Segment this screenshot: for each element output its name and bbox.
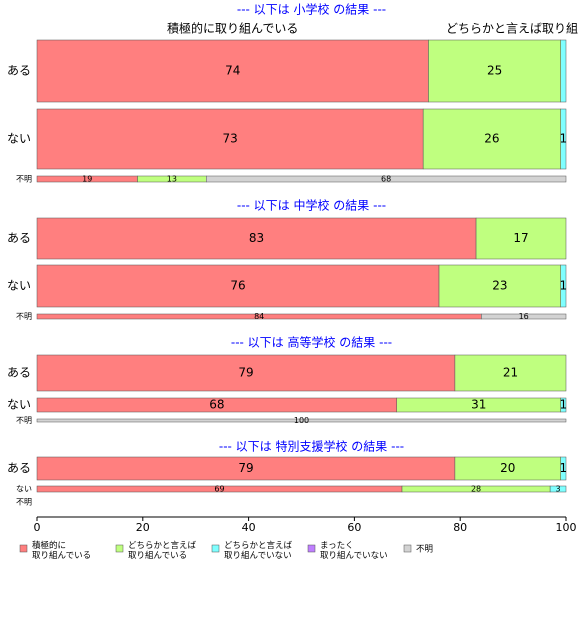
value-label: 1	[560, 279, 568, 293]
row-label: ない	[7, 398, 31, 412]
value-label: 76	[230, 279, 245, 293]
value-label: 16	[519, 312, 529, 321]
value-label: 74	[225, 64, 240, 78]
header-label: どちらかと言えば取り組	[446, 22, 578, 36]
value-label: 25	[487, 64, 502, 78]
value-label: 3	[556, 485, 561, 494]
bar-segment	[454, 354, 567, 392]
header-label: 積極的に取り組んでいる	[167, 21, 298, 36]
value-label: 79	[238, 461, 253, 475]
x-tick-label: 60	[347, 521, 361, 534]
panel-title: --- 以下は 高等学校 の結果 ---	[231, 335, 392, 350]
row-label: 不明	[16, 498, 32, 507]
value-label: 100	[294, 416, 309, 425]
value-label: 79	[238, 366, 253, 380]
x-tick-label: 100	[556, 521, 577, 534]
panel-title: --- 以下は 特別支援学校 の結果 ---	[219, 439, 404, 454]
bar-segment	[36, 354, 456, 392]
row-label: 不明	[16, 416, 32, 425]
bar-segment	[475, 217, 567, 260]
legend-swatch	[19, 544, 28, 553]
x-tick-label: 80	[453, 521, 467, 534]
value-label: 19	[82, 175, 92, 184]
x-tick-label: 40	[242, 521, 256, 534]
value-label: 84	[254, 312, 264, 321]
value-label: 68	[381, 175, 391, 184]
value-label: 1	[560, 132, 568, 146]
value-label: 73	[222, 132, 237, 146]
legend-label: どちらかと言えば取り組んでいる	[128, 540, 197, 561]
panel-title: --- 以下は 中学校 の結果 ---	[237, 198, 386, 213]
row-label: 不明	[16, 175, 32, 184]
value-label: 1	[560, 461, 568, 475]
legend-label: 積極的に取り組んでいる	[32, 540, 91, 561]
legend-label: まったく取り組んでいない	[320, 541, 388, 561]
panel-title: --- 以下は 小学校 の結果 ---	[237, 2, 386, 17]
bar-segment	[560, 108, 567, 170]
row-label: 不明	[16, 312, 32, 321]
bar-segment	[206, 175, 567, 183]
bar-segment	[560, 397, 567, 413]
value-label: 20	[500, 461, 515, 475]
row-label: ある	[7, 64, 31, 78]
bar-segment	[481, 313, 567, 320]
value-label: 17	[513, 231, 528, 245]
value-label: 28	[471, 485, 481, 494]
row-label: ない	[7, 132, 31, 146]
bar-segment	[438, 264, 561, 308]
bar-segment	[560, 39, 567, 103]
legend-label: どちらかと言えば取り組んでいない	[224, 540, 293, 561]
value-label: 31	[471, 398, 486, 412]
legend-swatch	[403, 544, 412, 553]
legend-label: 不明	[416, 545, 433, 555]
value-label: 69	[214, 485, 224, 494]
legend-swatch	[307, 544, 316, 553]
value-label: 13	[167, 175, 177, 184]
bar-segment	[560, 264, 567, 308]
legend-swatch	[211, 544, 220, 553]
value-label: 23	[492, 279, 507, 293]
bar-segment	[36, 418, 567, 423]
row-label: ある	[7, 366, 31, 380]
row-label: ない	[7, 279, 31, 293]
bar-segment	[36, 264, 440, 308]
row-label: ある	[7, 231, 31, 245]
legend-swatch	[115, 544, 124, 553]
bar-segment	[549, 485, 567, 493]
bar-segment	[428, 39, 561, 103]
value-label: 21	[503, 366, 518, 380]
row-label: ない	[16, 485, 32, 494]
x-tick-label: 0	[34, 521, 41, 534]
bar-segment	[36, 39, 429, 103]
x-tick-label: 20	[136, 521, 150, 534]
value-label: 26	[484, 132, 499, 146]
value-label: 83	[249, 231, 264, 245]
bar-segment	[422, 108, 561, 170]
value-label: 68	[209, 398, 224, 412]
bar-segment	[36, 217, 477, 260]
value-label: 1	[560, 398, 568, 412]
bar-segment	[560, 456, 567, 481]
row-label: ある	[7, 461, 31, 475]
bar-segment	[36, 108, 424, 170]
